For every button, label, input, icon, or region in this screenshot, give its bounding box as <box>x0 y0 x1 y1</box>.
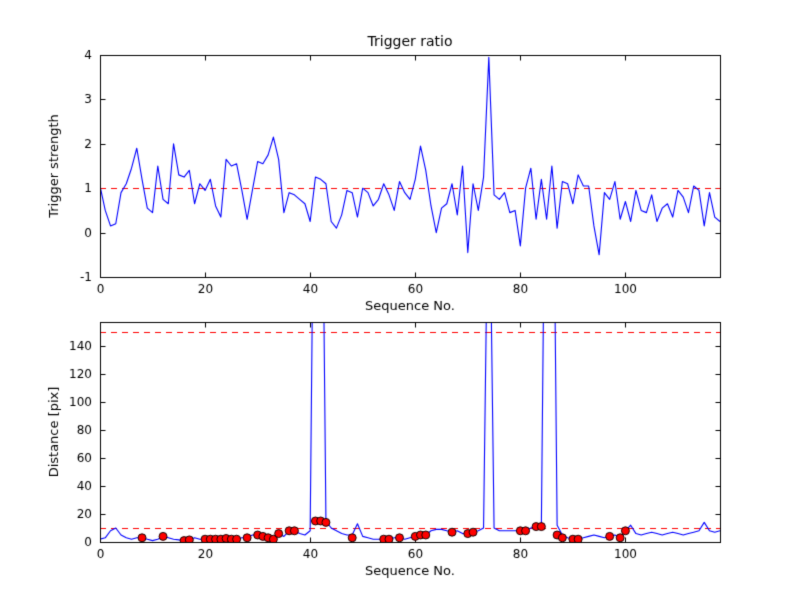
matplotlib-figure: Trigger ratio <box>0 0 800 600</box>
chart-canvas <box>0 0 800 600</box>
